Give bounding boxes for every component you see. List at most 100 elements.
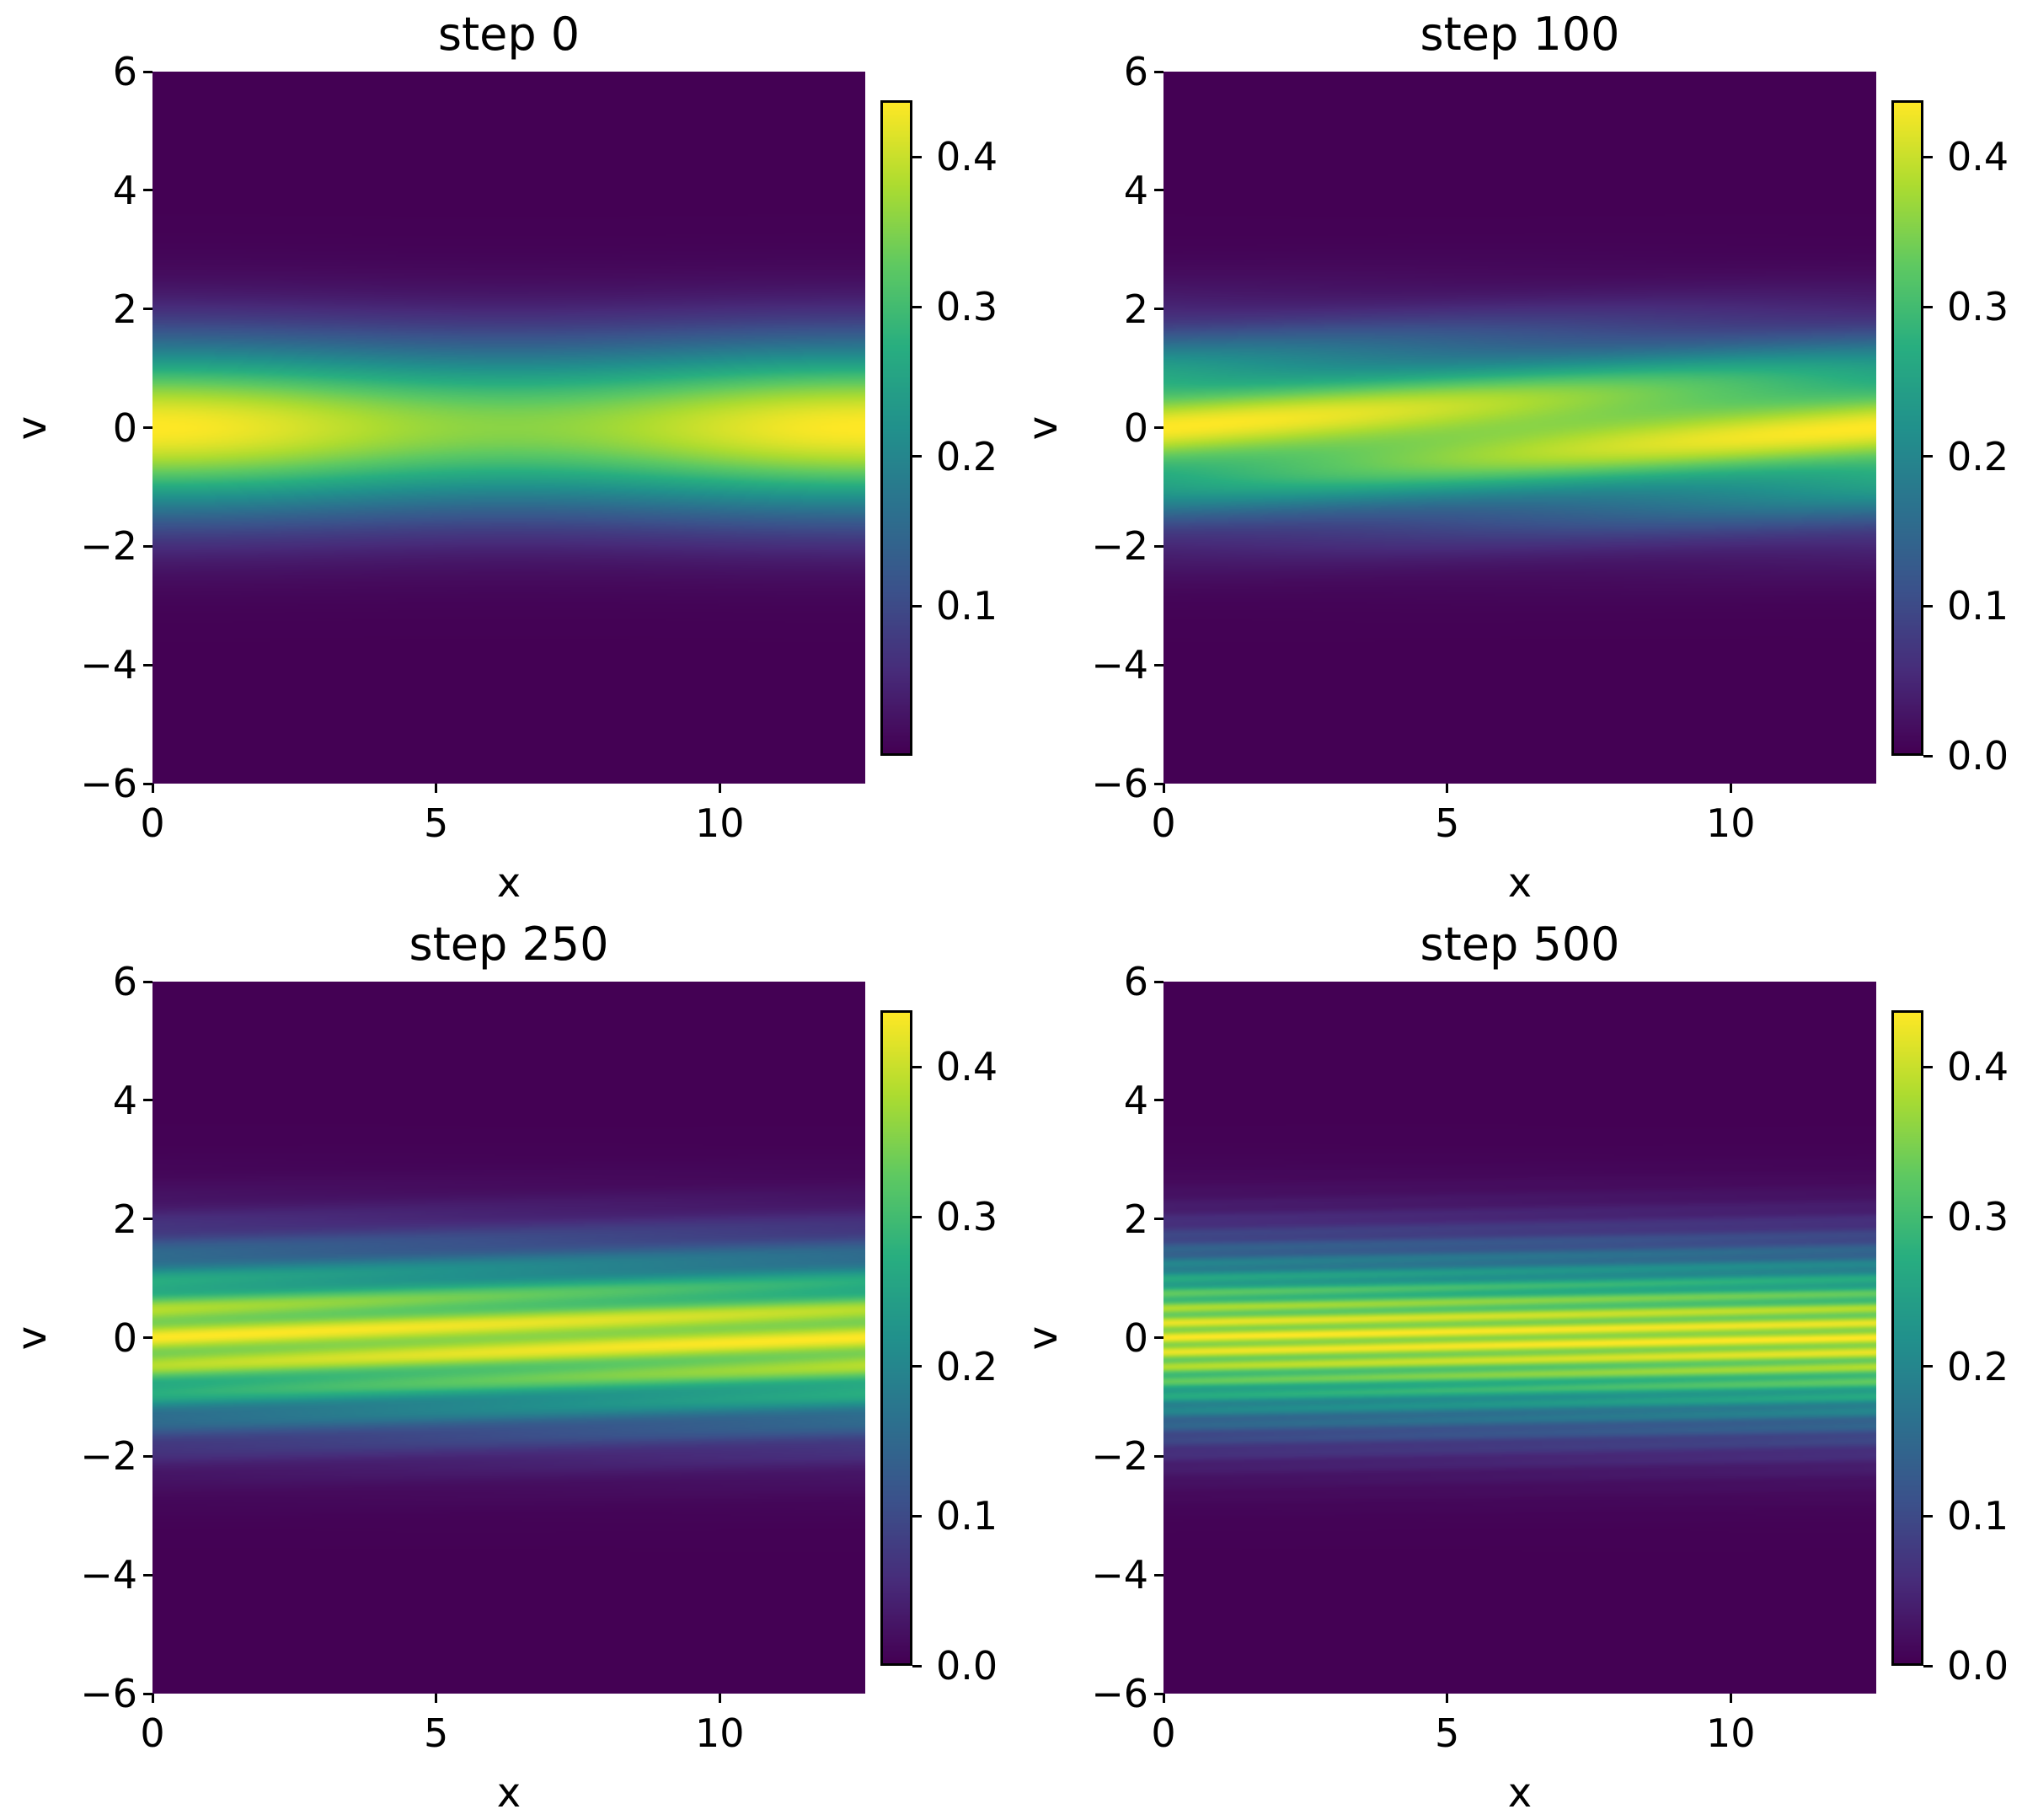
panel-step-500: step 500 −6 −4 −2 0 2 4 6 0 5 10 x v 0.0 0.1 0.2 0.3 0.4	[1011, 910, 2022, 1820]
colorbar-tick-label: 0.3	[1947, 1194, 2009, 1240]
x-tick-label: 10	[694, 800, 745, 846]
y-tick-mark	[1154, 1573, 1163, 1576]
colorbar-tick-mark	[1923, 1215, 1933, 1218]
x-tick-label: 0	[1151, 800, 1176, 846]
y-tick-mark	[1154, 70, 1163, 73]
y-tick-mark	[1154, 1692, 1163, 1695]
colorbar-tick-label: 0.4	[936, 1044, 998, 1090]
x-tick-mark	[151, 1694, 154, 1703]
x-tick-mark	[435, 1694, 438, 1703]
colorbar-tick-label: 0.2	[936, 1343, 998, 1389]
y-tick-label: 6	[112, 959, 137, 1004]
colorbar-gradient	[883, 1013, 910, 1663]
colorbar-tick-mark	[912, 1664, 922, 1667]
colorbar-gradient	[1894, 103, 1921, 753]
colorbar-tick-label: 0.0	[1947, 1643, 2009, 1689]
x-tick-label: 5	[1434, 800, 1460, 846]
heatmap-image	[1163, 982, 1876, 1694]
colorbar-tick-label: 0.0	[1947, 733, 2009, 779]
y-tick-label: 4	[1123, 167, 1148, 213]
y-tick-label: −4	[1091, 1552, 1148, 1598]
panel-step-250: step 250 −6 −4 −2 0 2 4 6 0 5 10 x v 0.0 0.1 0.2 0.3 0.4	[0, 910, 1011, 1820]
heatmap-axes	[152, 72, 865, 784]
y-tick-label: 0	[112, 1314, 137, 1361]
y-axis-label: v	[1019, 1325, 1067, 1351]
x-tick-mark	[1446, 784, 1449, 793]
x-tick-label: 5	[423, 800, 449, 846]
x-axis-label: x	[1507, 1769, 1533, 1817]
y-tick-label: 0	[1123, 404, 1148, 451]
colorbar-tick-mark	[912, 1365, 922, 1368]
colorbar	[1891, 100, 1923, 756]
colorbar-tick-label: 0.4	[1947, 134, 2009, 180]
y-tick-mark	[143, 1692, 152, 1695]
y-tick-label: 4	[112, 1077, 137, 1123]
colorbar-tick-label: 0.2	[1947, 433, 2009, 479]
y-tick-label: −2	[80, 523, 137, 570]
colorbar-tick-label: 0.1	[1947, 583, 2009, 629]
y-tick-label: −4	[80, 1552, 137, 1598]
y-tick-mark	[143, 544, 152, 548]
colorbar-tick-mark	[912, 155, 922, 158]
panel-title: step 500	[1420, 918, 1620, 971]
x-tick-label: 10	[1705, 800, 1756, 846]
colorbar-tick-label: 0.2	[936, 433, 998, 479]
colorbar	[880, 1010, 912, 1666]
y-tick-label: −2	[1091, 523, 1148, 570]
y-tick-label: 4	[1123, 1077, 1148, 1123]
y-tick-label: 0	[1123, 1314, 1148, 1361]
y-tick-label: −2	[80, 1433, 137, 1480]
colorbar	[880, 100, 912, 756]
y-tick-mark	[143, 980, 152, 983]
colorbar-tick-mark	[912, 1065, 922, 1068]
y-tick-mark	[143, 1336, 152, 1339]
y-tick-mark	[143, 426, 152, 429]
y-tick-mark	[143, 1099, 152, 1102]
x-tick-mark	[1729, 1694, 1732, 1703]
colorbar-tick-mark	[1923, 305, 1933, 308]
y-tick-label: 6	[1123, 959, 1148, 1004]
y-tick-label: −4	[1091, 642, 1148, 688]
y-tick-mark	[143, 308, 152, 311]
x-tick-label: 0	[1151, 1710, 1176, 1756]
colorbar-tick-label: 0.3	[1947, 284, 2009, 330]
y-tick-label: 2	[112, 286, 137, 332]
x-tick-mark	[718, 1694, 721, 1703]
x-tick-mark	[1446, 1694, 1449, 1703]
y-tick-label: −4	[80, 642, 137, 688]
y-tick-mark	[143, 1218, 152, 1221]
y-tick-label: 0	[112, 404, 137, 451]
y-axis-label: v	[1019, 415, 1067, 441]
y-tick-mark	[1154, 980, 1163, 983]
colorbar-tick-label: 0.1	[1947, 1493, 2009, 1539]
heatmap-axes	[1163, 982, 1876, 1694]
colorbar-tick-mark	[1923, 1365, 1933, 1368]
y-tick-label: −6	[1091, 761, 1148, 806]
panel-title: step 0	[437, 8, 580, 61]
heatmap-image	[152, 72, 865, 784]
colorbar-tick-label: 0.1	[936, 583, 998, 629]
y-tick-mark	[1154, 782, 1163, 785]
colorbar-tick-mark	[1923, 1065, 1933, 1068]
x-tick-mark	[151, 784, 154, 793]
colorbar-tick-mark	[912, 1215, 922, 1218]
y-tick-mark	[143, 1573, 152, 1576]
x-tick-mark	[435, 784, 438, 793]
y-tick-mark	[1154, 1336, 1163, 1339]
colorbar-tick-label: 0.0	[936, 1643, 998, 1689]
colorbar-tick-label: 0.4	[936, 134, 998, 180]
y-tick-label: −2	[1091, 1433, 1148, 1480]
y-tick-mark	[1154, 308, 1163, 311]
x-tick-mark	[718, 784, 721, 793]
y-tick-mark	[1154, 1218, 1163, 1221]
y-tick-mark	[1154, 426, 1163, 429]
y-tick-label: −6	[1091, 1671, 1148, 1716]
y-tick-label: −6	[80, 761, 137, 806]
x-axis-label: x	[496, 1769, 522, 1817]
y-tick-mark	[143, 1454, 152, 1458]
colorbar-tick-mark	[1923, 155, 1933, 158]
y-tick-label: 2	[1123, 1196, 1148, 1242]
x-tick-label: 10	[694, 1710, 745, 1756]
heatmap-axes	[1163, 72, 1876, 784]
y-tick-mark	[143, 663, 152, 666]
